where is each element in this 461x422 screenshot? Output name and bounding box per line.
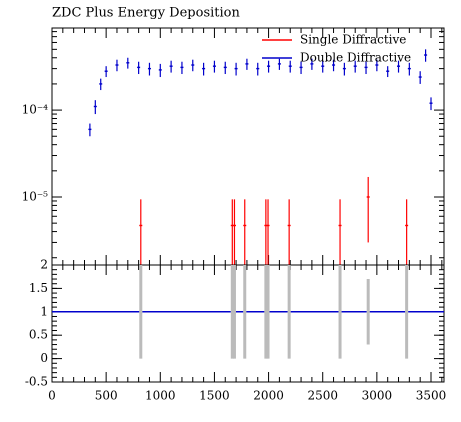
chart-title: ZDC Plus Energy Deposition <box>52 6 240 21</box>
data-point <box>277 63 281 65</box>
data-point <box>364 66 368 69</box>
y-tick-label: 2 <box>40 258 48 272</box>
plot-area <box>52 265 444 359</box>
x-tick-label: 500 <box>95 389 118 403</box>
y-tick-label: 1 <box>40 304 48 318</box>
data-point <box>99 83 103 85</box>
x-tick-label: 3000 <box>362 389 393 403</box>
data-point <box>169 65 173 67</box>
data-point <box>338 311 342 313</box>
data-point <box>245 63 249 65</box>
data-point <box>287 224 291 227</box>
legend-label: Single Diffractive <box>300 33 406 47</box>
data-point <box>126 62 130 64</box>
data-point <box>366 196 370 198</box>
data-point <box>424 54 428 56</box>
data-point <box>405 224 409 227</box>
data-point <box>115 64 119 66</box>
data-point <box>264 224 268 227</box>
data-point <box>88 128 92 131</box>
data-point <box>230 311 234 313</box>
data-point <box>321 65 325 67</box>
data-point <box>397 65 401 67</box>
data-point <box>256 67 260 70</box>
data-point <box>212 65 216 67</box>
plot-area <box>88 49 433 265</box>
y-tick-label: 10⁻⁴ <box>22 103 49 117</box>
data-point <box>407 67 411 70</box>
data-point <box>243 311 247 313</box>
data-point <box>375 64 379 66</box>
data-point <box>386 70 390 72</box>
data-point <box>230 224 234 227</box>
x-tick-label: 1500 <box>199 389 230 403</box>
legend-label: Double Diffractive <box>300 51 411 65</box>
data-point <box>180 66 184 69</box>
data-point <box>332 64 336 66</box>
data-point <box>310 63 314 65</box>
x-tick-label: 3500 <box>416 389 447 403</box>
data-point <box>418 76 422 78</box>
data-point <box>104 70 108 72</box>
y-tick-label: 0 <box>40 351 48 365</box>
y-tick-label: 0.5 <box>29 328 48 342</box>
x-tick-label: 2500 <box>307 389 338 403</box>
data-point <box>299 66 303 69</box>
data-point <box>137 66 141 69</box>
plot-frame <box>51 264 445 383</box>
data-point <box>366 311 370 313</box>
data-point <box>338 224 342 227</box>
data-point <box>158 69 162 71</box>
data-point <box>139 224 143 227</box>
data-point <box>342 67 346 70</box>
data-point <box>429 102 433 104</box>
y-tick-label: 10⁻⁵ <box>22 189 49 203</box>
data-point <box>232 311 236 313</box>
data-point <box>266 224 270 227</box>
data-point <box>232 224 236 227</box>
x-tick-label: 1000 <box>145 389 176 403</box>
data-point <box>287 311 291 313</box>
data-point <box>202 67 206 70</box>
data-point <box>139 311 143 313</box>
data-point <box>353 65 357 67</box>
data-point <box>147 67 151 70</box>
data-point <box>405 311 409 313</box>
x-tick-label: 0 <box>48 389 56 403</box>
data-point <box>93 105 97 108</box>
data-point <box>266 311 270 313</box>
data-point <box>267 65 271 67</box>
data-point <box>234 67 238 70</box>
x-tick-label: 2000 <box>253 389 284 403</box>
data-point <box>243 224 247 227</box>
data-point <box>264 311 268 313</box>
y-tick-label: 1.5 <box>29 281 48 295</box>
data-point <box>223 66 227 69</box>
y-tick-label: -0.5 <box>25 375 48 389</box>
data-point <box>288 65 292 67</box>
data-point <box>191 64 195 66</box>
